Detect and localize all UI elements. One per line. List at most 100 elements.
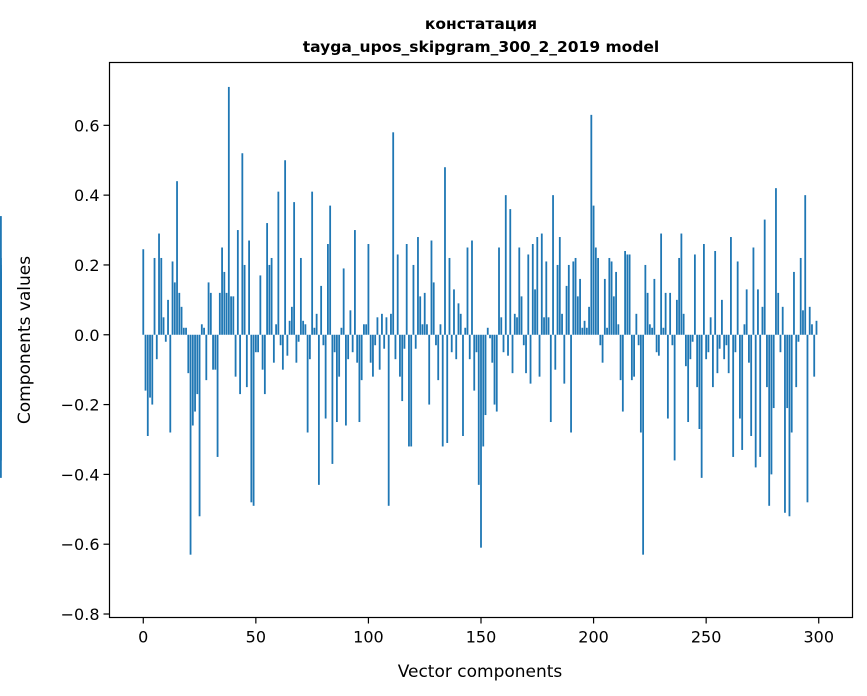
bar-41	[234, 334, 237, 377]
bar-213	[621, 334, 624, 412]
bar-139	[455, 334, 458, 360]
bar-91	[347, 334, 350, 360]
bar-229	[657, 334, 660, 356]
bar-138	[453, 289, 455, 335]
bar-20	[187, 334, 190, 374]
plot-frame	[108, 61, 854, 619]
bar-190	[570, 334, 572, 433]
bar-35	[221, 247, 223, 335]
bar-259	[725, 334, 728, 346]
bar-272	[754, 334, 757, 468]
bar-26	[200, 324, 203, 335]
bar-251	[707, 334, 710, 353]
bar-104	[376, 317, 379, 335]
bar-152	[484, 334, 487, 416]
bar-undefined	[0, 334, 2, 409]
bar-191	[572, 261, 575, 335]
bar-122	[417, 237, 419, 335]
bar-289	[793, 271, 795, 335]
bar-155	[491, 334, 494, 363]
bar-285	[784, 334, 786, 513]
y-tick-label: −0.6	[61, 535, 100, 554]
bar-254	[714, 250, 717, 335]
bar-136	[448, 257, 451, 335]
bar-273	[757, 289, 759, 335]
x-tick-label: 200	[578, 628, 609, 647]
bar-286	[786, 334, 789, 409]
bar-167	[518, 247, 521, 335]
bar-217	[630, 334, 633, 381]
bar-176	[538, 334, 541, 377]
bar-16	[178, 292, 181, 335]
bar-40	[232, 296, 235, 335]
bar-13	[171, 261, 174, 335]
bar-4	[151, 334, 154, 405]
bar-245	[693, 254, 696, 335]
bar-186	[561, 313, 563, 335]
bar-119	[410, 334, 413, 447]
bar-166	[516, 317, 518, 335]
x-tick-label: 0	[138, 628, 148, 647]
bar-3	[149, 334, 151, 398]
bar-undefined	[0, 257, 2, 335]
bar-65	[288, 320, 291, 335]
bar-146	[471, 240, 473, 335]
bar-268	[745, 289, 748, 335]
bar-246	[696, 334, 699, 388]
x-axis-ticks: 0 50 100 150 200 250 300	[138, 617, 834, 647]
bar-266	[741, 334, 744, 450]
bar-239	[680, 233, 683, 335]
bar-278	[768, 334, 771, 506]
bar-277	[766, 334, 768, 388]
bar-189	[567, 264, 570, 335]
bar-299	[815, 320, 818, 335]
bar-240	[682, 313, 685, 335]
bar-203	[599, 334, 602, 346]
bar-90	[345, 334, 347, 426]
bar-179	[545, 261, 548, 335]
bar-279	[770, 334, 773, 475]
bar-141	[459, 313, 462, 335]
bar-106	[381, 313, 383, 335]
bar-260	[727, 334, 730, 374]
bar-60	[277, 191, 280, 335]
bar-129	[432, 282, 435, 335]
bar-208	[610, 261, 613, 335]
bar-42	[236, 230, 239, 335]
bar-34	[218, 292, 221, 335]
bar-207	[608, 257, 611, 335]
bar-55	[266, 223, 269, 335]
bar-100	[367, 244, 370, 335]
bar-44	[241, 153, 244, 335]
bar-199	[590, 114, 593, 335]
bar-17	[180, 306, 183, 335]
bar-244	[691, 334, 694, 342]
bar-76	[313, 327, 316, 335]
bar-262	[732, 334, 735, 457]
bar-51	[257, 334, 259, 353]
bar-93	[351, 334, 354, 353]
bar-132	[439, 324, 442, 335]
y-tick-label: −0.4	[61, 465, 100, 484]
bar-69	[297, 334, 300, 342]
bar-142	[462, 334, 464, 436]
bar-14	[173, 282, 176, 335]
bar-154	[489, 334, 491, 339]
bar-102	[372, 334, 374, 377]
bar-238	[678, 257, 681, 335]
bar-1	[144, 334, 147, 391]
bar-182	[552, 195, 554, 335]
bar-131	[437, 334, 440, 381]
bar-228	[655, 334, 658, 353]
bar-30	[209, 292, 212, 335]
bar-197	[585, 327, 588, 335]
bar-291	[797, 334, 800, 342]
bar-109	[387, 334, 390, 506]
bar-78	[317, 334, 320, 485]
bar-59	[275, 324, 278, 335]
bar-58	[272, 334, 275, 363]
bar-151	[482, 334, 485, 447]
bar-111	[392, 132, 395, 335]
bar-157	[495, 334, 498, 412]
bar-73	[306, 334, 309, 433]
